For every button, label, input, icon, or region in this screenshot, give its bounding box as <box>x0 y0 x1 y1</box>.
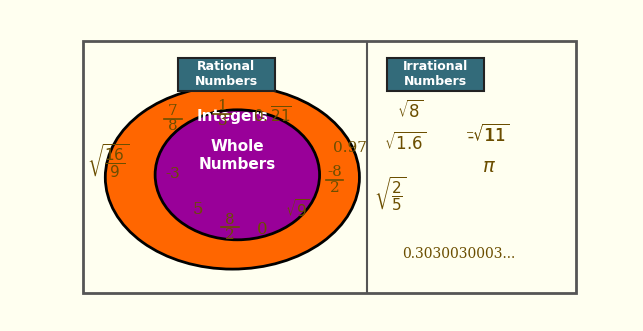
Text: $\sqrt{8}$: $\sqrt{8}$ <box>397 100 423 122</box>
Text: 1: 1 <box>217 99 227 113</box>
Text: $\sqrt{1.6}$: $\sqrt{1.6}$ <box>385 132 426 154</box>
Text: $\sqrt{11}$: $\sqrt{11}$ <box>471 124 509 146</box>
Text: 5: 5 <box>192 201 203 218</box>
Ellipse shape <box>155 110 320 240</box>
Text: 8: 8 <box>225 213 235 227</box>
Text: $\sqrt{\dfrac{2}{5}}$: $\sqrt{\dfrac{2}{5}}$ <box>374 175 406 213</box>
Text: Whole
Numbers: Whole Numbers <box>199 139 276 172</box>
Text: $\sqrt{9}$: $\sqrt{9}$ <box>285 198 309 220</box>
Text: Integers: Integers <box>196 109 268 124</box>
Text: -3: -3 <box>165 166 180 180</box>
FancyBboxPatch shape <box>387 58 484 91</box>
Text: $\sqrt{\dfrac{16}{9}}$: $\sqrt{\dfrac{16}{9}}$ <box>87 142 129 179</box>
Text: $-$: $-$ <box>465 127 474 136</box>
Text: $\pi$: $\pi$ <box>482 158 496 176</box>
Text: -8: -8 <box>327 166 342 179</box>
Text: 3: 3 <box>217 114 227 128</box>
Text: 0.3030030003...: 0.3030030003... <box>402 247 515 261</box>
Text: 8: 8 <box>168 119 177 133</box>
Text: 2: 2 <box>225 228 235 242</box>
Text: $0.\overline{21}$: $0.\overline{21}$ <box>253 106 292 126</box>
FancyBboxPatch shape <box>177 58 275 91</box>
Text: 0.97: 0.97 <box>332 141 367 155</box>
Ellipse shape <box>105 86 359 269</box>
Text: Rational
Numbers: Rational Numbers <box>195 60 258 88</box>
Text: 0: 0 <box>257 221 267 238</box>
Text: Irrational
Numbers: Irrational Numbers <box>403 60 468 88</box>
Text: 2: 2 <box>330 180 340 195</box>
Text: $\bar{\ }\sqrt{11}$: $\bar{\ }\sqrt{11}$ <box>467 124 509 146</box>
Text: 7: 7 <box>168 104 177 118</box>
